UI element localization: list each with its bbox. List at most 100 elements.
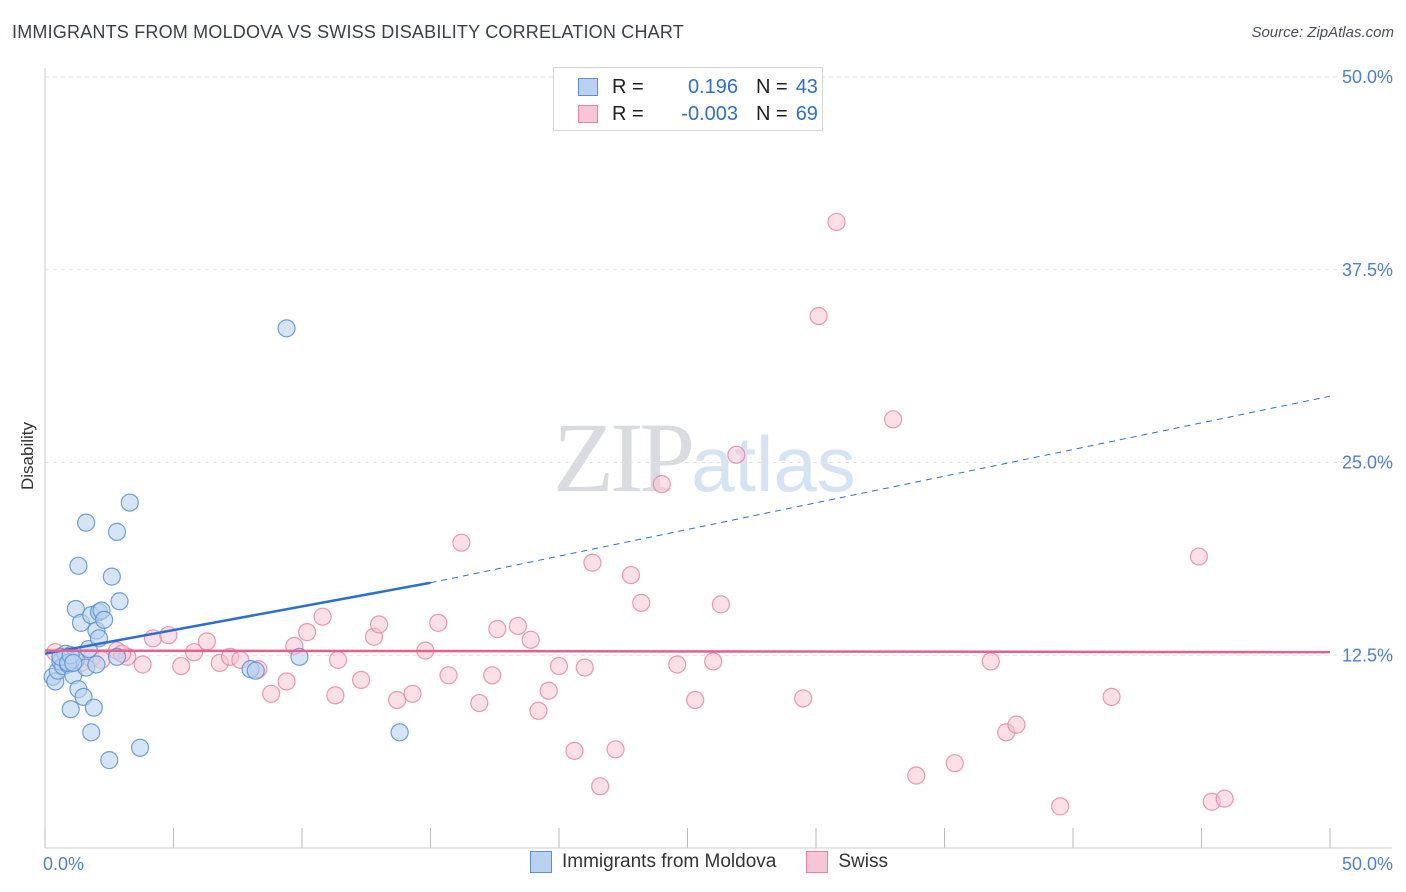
swiss-point [632,593,651,612]
moldova-point [82,723,101,742]
legend-r-label: R = [612,102,644,125]
trendlines [44,395,1331,655]
y-tick-label: 12.5% [1342,645,1393,665]
swiss-point [277,672,296,691]
moldova-point [61,700,80,719]
swiss-point [809,306,828,326]
legend-label-swiss: Swiss [838,851,888,872]
swiss-trendline [44,649,1331,654]
swiss-point [1007,715,1026,734]
swiss-point [352,670,371,690]
swiss-point [883,410,903,429]
swiss-point [621,565,641,585]
legend-n-label: N = [756,75,788,98]
legend-n-value: 69 [795,102,818,125]
moldova-points [43,319,409,770]
moldova-point [95,610,114,629]
moldova-point [290,647,309,666]
swiss-point [727,445,746,464]
swiss-point [591,777,610,796]
swiss-point [326,686,345,705]
gridlines [45,76,1392,656]
axes [44,68,1392,849]
legend-row-swiss: R = -0.003 N = 69 [578,102,818,126]
moldova-point [120,493,139,512]
legend-swatch-swiss [806,851,829,873]
swiss-point [197,632,217,651]
legend-item-moldova: Immigrants from Moldova [530,851,776,873]
swiss-point [403,684,422,703]
legend-r-label: R = [612,75,644,98]
x-tick-label: 0.0% [43,854,84,874]
swiss-point [575,658,594,677]
legend-item-swiss: Swiss [806,851,888,873]
swiss-point [508,616,527,636]
swiss-point [313,607,332,626]
swiss-point [172,656,191,676]
moldova-point [84,698,103,717]
y-tick-label: 37.5% [1342,260,1393,280]
moldova-point [277,319,296,338]
swiss-point [686,690,705,710]
swiss-points [46,212,1234,816]
series-legend: Immigrants from Moldova Swiss [530,851,918,873]
swiss-point [583,553,602,572]
legend-n-value: 43 [795,75,818,98]
swiss-point [945,754,964,773]
moldova-point [100,751,119,770]
swiss-point [370,615,389,634]
swiss-point [711,595,731,614]
x-tick-label: 50.0% [1342,854,1393,874]
swiss-point [606,740,625,759]
swiss-point [668,655,687,674]
swiss-point [452,533,471,552]
swiss-point [794,689,813,708]
moldova-point [110,592,129,611]
legend-swatch-moldova [578,78,598,96]
legend-r-value: 0.196 [687,75,738,98]
swiss-point [488,619,507,639]
y-tick-label: 50.0% [1342,67,1393,87]
swiss-point [981,652,1000,671]
moldova-trendline [44,581,431,655]
swiss-point [521,630,540,649]
correlation-legend: R = 0.196 N = 43 R = -0.003 N = 69 [553,67,823,131]
swiss-point [470,693,489,713]
moldova-point [390,723,409,742]
tick-labels: 12.5% 25.0% 37.5% 50.0% 0.0% 50.0% [43,67,1393,874]
swiss-point [439,666,458,685]
swiss-point [328,650,348,669]
moldova-point [246,661,265,680]
swiss-point [1102,687,1121,706]
moldova-point [77,513,96,532]
swiss-point [133,655,152,674]
moldova-point [69,556,88,575]
swiss-point [539,681,558,700]
moldova-point [130,738,150,757]
swiss-point [1215,789,1234,808]
swiss-point [298,623,317,642]
swiss-point [1189,547,1209,566]
moldova-point [87,655,106,674]
swiss-point [827,212,846,232]
swiss-point [549,656,569,676]
source-label: Source: ZipAtlas.com [1251,24,1394,41]
swiss-point [184,643,204,662]
swiss-point [262,684,281,703]
swiss-point [429,613,448,632]
legend-r-value: -0.003 [681,102,738,125]
swiss-point [652,474,671,494]
legend-row-moldova: R = 0.196 N = 43 [578,75,818,99]
swiss-point [565,741,584,760]
swiss-point [907,766,926,785]
swiss-point [387,690,407,710]
legend-swatch-swiss [578,105,598,123]
legend-label-moldova: Immigrants from Moldova [562,851,777,872]
chart-title: IMMIGRANTS FROM MOLDOVA VS SWISS DISABIL… [12,22,684,42]
swiss-point [1051,797,1070,816]
y-tick-label: 25.0% [1342,453,1393,473]
moldova-point [102,567,121,586]
moldova-point [64,653,83,673]
swiss-point [529,701,548,720]
